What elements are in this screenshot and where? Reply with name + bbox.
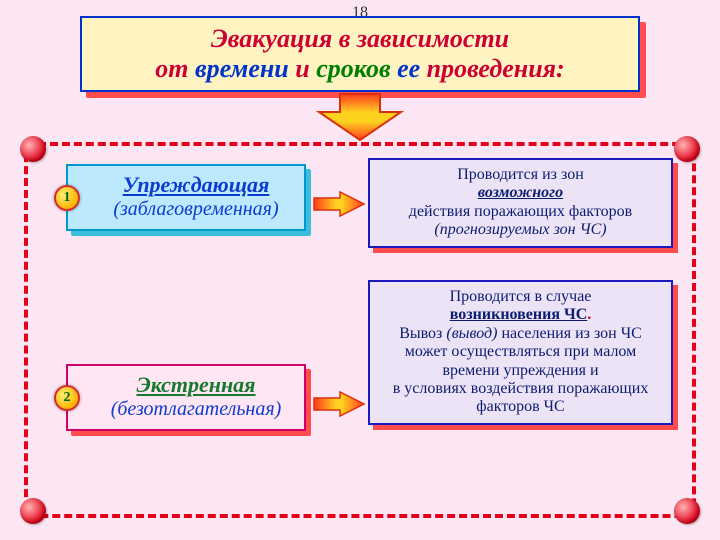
title-line2: от времени и сроков ее проведения: xyxy=(92,54,628,84)
right-box-inner: Проводится в случае возникновения ЧС. Вы… xyxy=(368,280,673,425)
left-box-1: 1 Упреждающая (заблаговременная) xyxy=(66,164,306,231)
left-box-2: 2 Экстренная (безотлагательная) xyxy=(66,364,306,431)
left-box-inner: 1 Упреждающая (заблаговременная) xyxy=(66,164,306,231)
left-box-inner: 2 Экстренная (безотлагательная) xyxy=(66,364,306,431)
dashed-panel: 1 Упреждающая (заблаговременная) 2 Экстр… xyxy=(24,142,696,518)
left-box-1-sub: (заблаговременная) xyxy=(98,198,294,221)
left-box-2-sub: (безотлагательная) xyxy=(98,398,294,421)
down-arrow-icon xyxy=(315,90,405,142)
right-box-1: Проводится из зон возможного действия по… xyxy=(368,158,673,248)
title-inner: Эвакуация в зависимости от времени и сро… xyxy=(80,16,640,92)
right-box-inner: Проводится из зон возможного действия по… xyxy=(368,158,673,248)
left-box-1-title: Упреждающая xyxy=(98,172,294,198)
corner-dot-icon xyxy=(674,498,700,524)
corner-dot-icon xyxy=(674,136,700,162)
title-box: Эвакуация в зависимости от времени и сро… xyxy=(80,16,640,92)
right-box-2: Проводится в случае возникновения ЧС. Вы… xyxy=(368,280,673,425)
small-arrow-2-icon xyxy=(312,390,366,418)
num-badge-1: 1 xyxy=(54,185,80,211)
left-box-2-title: Экстренная xyxy=(98,372,294,398)
corner-dot-icon xyxy=(20,498,46,524)
num-badge-2: 2 xyxy=(54,385,80,411)
small-arrow-1-icon xyxy=(312,190,366,218)
title-line1: Эвакуация в зависимости xyxy=(92,24,628,54)
corner-dot-icon xyxy=(20,136,46,162)
